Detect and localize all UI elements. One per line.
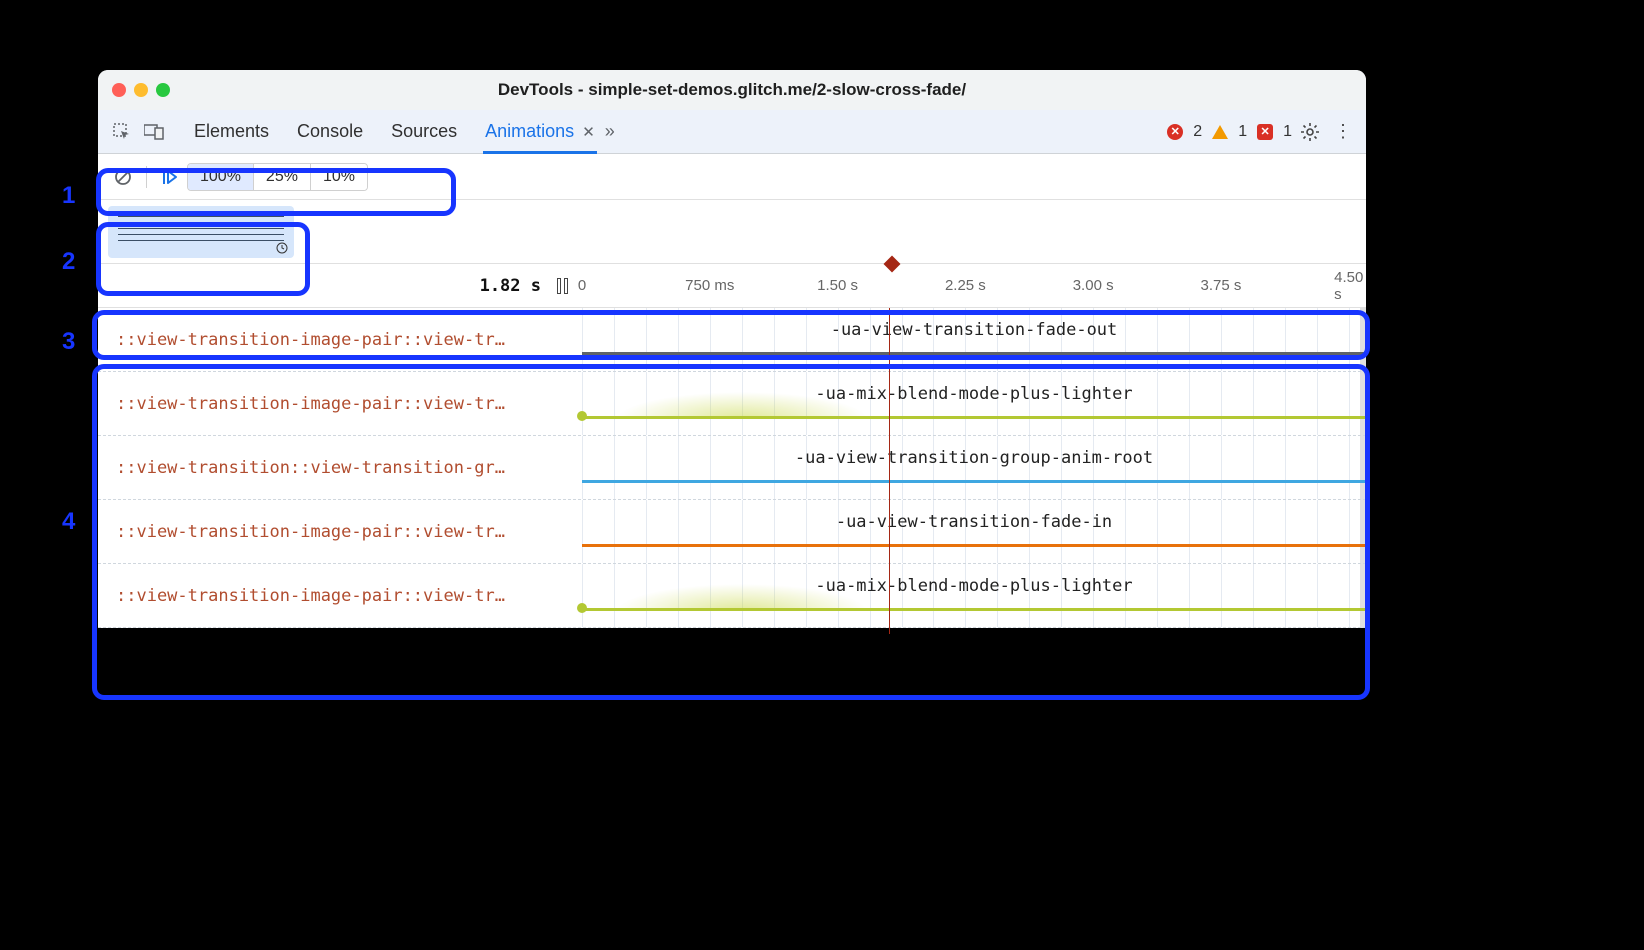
annotation-label: 2 (62, 248, 75, 276)
clear-icon[interactable] (108, 162, 138, 192)
track-row[interactable]: ::view-transition-image-pair::view-tr…-u… (98, 564, 1366, 628)
tab-elements[interactable]: Elements (194, 110, 269, 153)
ruler-tick: 4.50 s (1334, 269, 1363, 303)
ruler-tick: 1.50 s (817, 277, 858, 294)
track-selector[interactable]: ::view-transition-image-pair::view-tr… (98, 500, 582, 563)
track-row[interactable]: ::view-transition-image-pair::view-tr…-u… (98, 308, 1366, 372)
ruler-tick: 3.75 s (1201, 277, 1242, 294)
current-time: 1.82 s (480, 276, 541, 296)
animation-bar[interactable] (582, 480, 1366, 483)
error-icon: ✕ (1167, 124, 1183, 140)
track-selector[interactable]: ::view-transition-image-pair::view-tr… (98, 564, 582, 627)
speed-100pct[interactable]: 100% (188, 164, 254, 190)
track-lane[interactable]: -ua-mix-blend-mode-plus-lighter (582, 372, 1366, 435)
track-row[interactable]: ::view-transition-image-pair::view-tr…-u… (98, 372, 1366, 436)
inspect-icon[interactable] (108, 118, 136, 146)
warning-count: 1 (1238, 123, 1247, 141)
settings-icon[interactable] (1296, 118, 1324, 146)
animation-name: -ua-mix-blend-mode-plus-lighter (582, 384, 1366, 404)
track-row[interactable]: ::view-transition-image-pair::view-tr…-u… (98, 500, 1366, 564)
track-lane[interactable]: -ua-mix-blend-mode-plus-lighter (582, 564, 1366, 627)
tab-animations[interactable]: Animations✕ (485, 110, 595, 153)
animation-bar[interactable] (582, 544, 1366, 547)
main-tabbar: Elements Console Sources Animations✕ » ✕ 2 … (98, 110, 1366, 154)
tab-sources[interactable]: Sources (391, 110, 457, 153)
animation-name: -ua-view-transition-fade-out (582, 320, 1366, 340)
more-tabs-icon[interactable]: » (605, 121, 615, 142)
speed-buttons: 100%25%10% (187, 163, 368, 191)
animation-group-thumbnail[interactable] (108, 206, 294, 258)
speed-25pct[interactable]: 25% (254, 164, 311, 190)
animation-controls: 100%25%10% (98, 154, 1366, 200)
error-count: 2 (1193, 123, 1202, 141)
ruler-tick: 750 ms (685, 277, 734, 294)
animation-tracks: ::view-transition-image-pair::view-tr…-u… (98, 308, 1366, 628)
close-tab-icon[interactable]: ✕ (582, 123, 595, 141)
track-selector[interactable]: ::view-transition-image-pair::view-tr… (98, 372, 582, 435)
ruler-tick: 0 (578, 277, 586, 294)
ruler-tick: 2.25 s (945, 277, 986, 294)
track-lane[interactable]: -ua-view-transition-fade-in (582, 500, 1366, 563)
animation-bar[interactable] (582, 416, 1366, 419)
device-toggle-icon[interactable] (140, 118, 168, 146)
keyframe-dot-icon[interactable] (577, 603, 587, 613)
ruler-tick: 3.00 s (1073, 277, 1114, 294)
annotation-label: 4 (62, 508, 75, 536)
track-lane[interactable]: -ua-view-transition-group-anim-root (582, 436, 1366, 499)
issue-icon: ✕ (1257, 124, 1273, 140)
track-row[interactable]: ::view-transition::view-transition-gr…-u… (98, 436, 1366, 500)
speed-10pct[interactable]: 10% (311, 164, 367, 190)
annotation-label: 1 (62, 182, 75, 210)
track-selector[interactable]: ::view-transition::view-transition-gr… (98, 436, 582, 499)
animation-name: -ua-view-transition-group-anim-root (582, 448, 1366, 468)
traffic-lights (98, 83, 170, 97)
issue-count: 1 (1283, 123, 1292, 141)
animation-bar[interactable] (582, 608, 1366, 611)
timeline-ruler[interactable]: 1.82 s 0 750 ms 1.50 s 2.25 s 3.00 s 3.75 s 4.… (98, 264, 1366, 308)
track-selector[interactable]: ::view-transition-image-pair::view-tr… (98, 308, 582, 371)
clock-icon (276, 242, 288, 254)
close-dot-icon[interactable] (112, 83, 126, 97)
minimize-dot-icon[interactable] (134, 83, 148, 97)
animation-name: -ua-view-transition-fade-in (582, 512, 1366, 532)
playhead-line (889, 308, 890, 634)
keyframe-dot-icon[interactable] (577, 411, 587, 421)
pause-icon[interactable] (557, 278, 568, 294)
status-counts[interactable]: ✕ 2 1 ✕ 1 (1167, 123, 1292, 141)
play-icon[interactable] (155, 162, 185, 192)
more-menu-icon[interactable]: ⋮ (1328, 118, 1356, 146)
animation-buffer (98, 200, 1366, 264)
zoom-dot-icon[interactable] (156, 83, 170, 97)
annotation-label: 3 (62, 328, 75, 356)
animation-name: -ua-mix-blend-mode-plus-lighter (582, 576, 1366, 596)
warning-icon (1212, 125, 1228, 139)
animation-bar[interactable] (582, 352, 1366, 355)
window-title: DevTools - simple-set-demos.glitch.me/2-… (98, 80, 1366, 100)
titlebar: DevTools - simple-set-demos.glitch.me/2-… (98, 70, 1366, 110)
devtools-window: DevTools - simple-set-demos.glitch.me/2-… (98, 70, 1366, 628)
track-lane[interactable]: -ua-view-transition-fade-out (582, 308, 1366, 371)
tab-console[interactable]: Console (297, 110, 363, 153)
